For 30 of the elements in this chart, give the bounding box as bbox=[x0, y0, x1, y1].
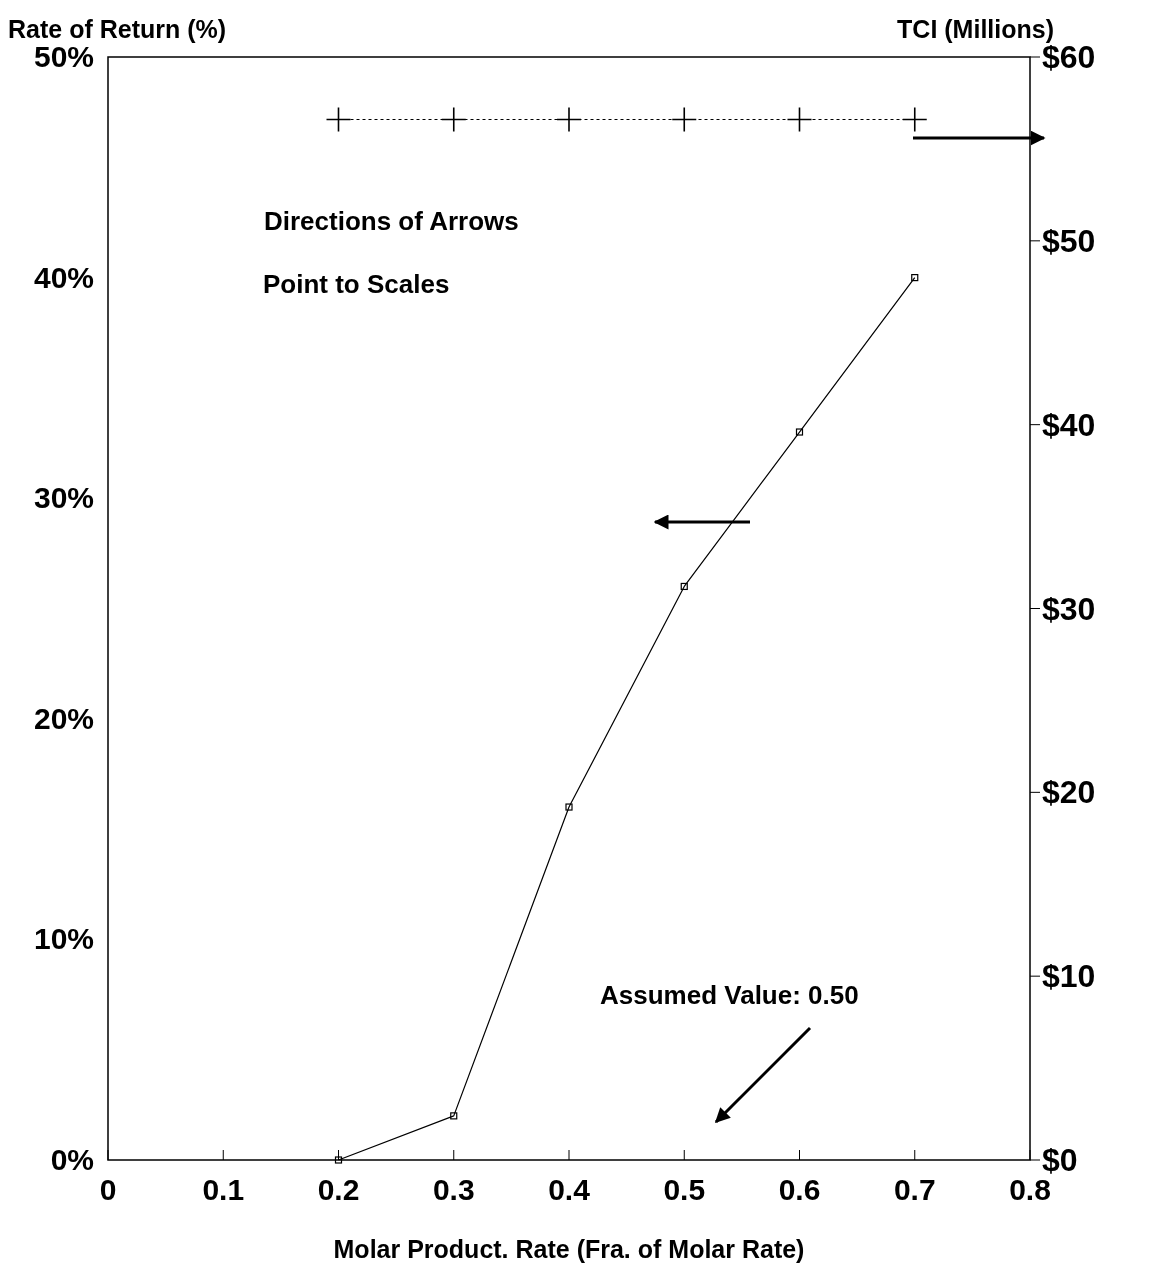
y-tick-label: 0% bbox=[50, 1143, 94, 1176]
x-tick-label: 0.6 bbox=[778, 1173, 821, 1206]
point bbox=[911, 274, 919, 282]
x-tick-label: 0.4 bbox=[548, 1173, 591, 1206]
point bbox=[795, 428, 804, 436]
point bbox=[450, 1112, 458, 1120]
y-tick-label: 50% bbox=[33, 40, 94, 73]
x-tick-label: 0.1 bbox=[202, 1173, 245, 1206]
annotation: Directions of Arrows bbox=[264, 206, 519, 236]
y-axis-title: Rate of Return (%) bbox=[8, 15, 227, 43]
y-tick-label: 30% bbox=[33, 481, 94, 515]
x-tick-label: 0 bbox=[99, 1173, 117, 1206]
y-tick-label: 10% bbox=[33, 922, 94, 956]
y2-tick-label: $40 bbox=[1042, 406, 1096, 443]
x-tick-label: 0.3 bbox=[432, 1173, 475, 1206]
y2-tick-label: $50 bbox=[1042, 222, 1096, 259]
x-tick-label: 0.7 bbox=[893, 1173, 936, 1206]
annotation: Point to Scales bbox=[263, 269, 450, 299]
y2-tick-label: $20 bbox=[1042, 774, 1096, 811]
point bbox=[334, 1156, 343, 1164]
y-tick-label: 20% bbox=[33, 701, 94, 735]
x-axis-title: Molar Product. Rate (Fra. of Molar Rate) bbox=[333, 1235, 805, 1263]
x-tick-label: 0.5 bbox=[663, 1173, 706, 1206]
point bbox=[680, 582, 688, 591]
y-tick-label: 40% bbox=[33, 260, 94, 294]
annotation: Assumed Value: 0.50 bbox=[600, 980, 859, 1010]
y2-tick-label: $30 bbox=[1042, 590, 1096, 627]
point bbox=[565, 803, 573, 811]
x-tick-label: 0.2 bbox=[317, 1173, 360, 1206]
y2-tick-label: $10 bbox=[1042, 958, 1096, 995]
